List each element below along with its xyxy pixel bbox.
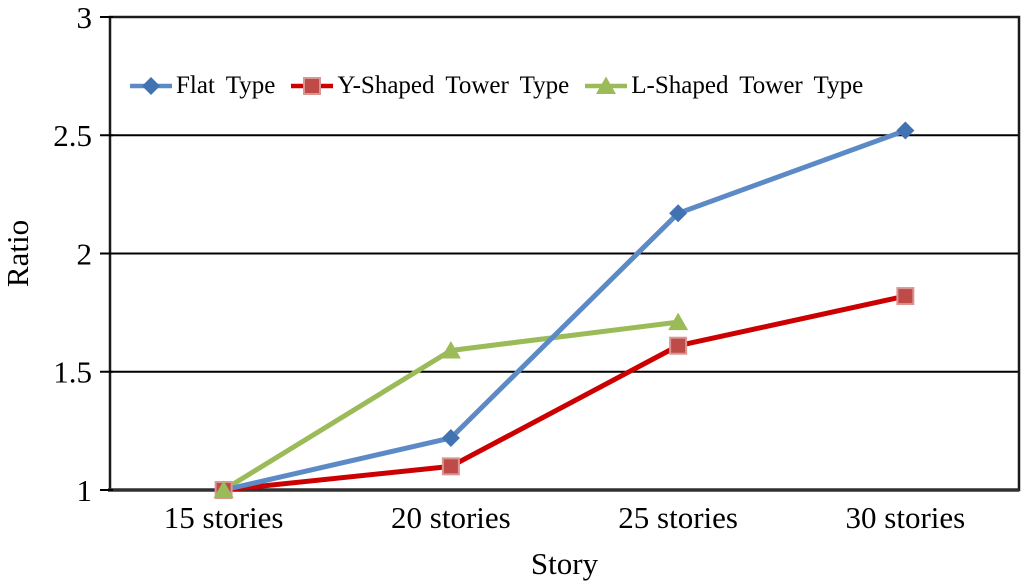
x-axis-title: Story: [531, 546, 599, 581]
chart-legend: Flat Type Y-Shaped Tower Type L-Shaped Tow…: [128, 72, 863, 100]
series-marker-triangle: [596, 76, 617, 94]
legend-item: Flat Type: [128, 72, 275, 100]
series-marker-triangle: [440, 340, 461, 359]
x-tick-label: 30 stories: [846, 500, 966, 535]
series-marker-diamond: [142, 77, 160, 95]
legend-marker-icon: [130, 77, 172, 95]
x-tick-label: 20 stories: [391, 500, 511, 535]
legend-marker-icon: [291, 77, 334, 95]
series-marker-diamond: [441, 428, 460, 447]
legend-label: L-Shaped Tower Type: [631, 72, 864, 99]
legend-label: Flat Type: [176, 72, 276, 99]
series-marker-square: [669, 336, 688, 355]
x-tick-label: 25 stories: [618, 500, 738, 535]
series-line: [221, 293, 908, 493]
series-marker-square: [303, 77, 322, 95]
series-marker-diamond: [896, 121, 915, 140]
y-tick-label: 1.5: [53, 355, 92, 390]
series-marker-triangle: [213, 480, 234, 498]
series-marker-diamond: [669, 204, 688, 223]
legend-marker-icon: [585, 76, 628, 94]
series-marker-square: [896, 287, 915, 306]
y-axis-title: Ratio: [0, 220, 35, 287]
legend-label: Y-Shaped Tower Type: [337, 72, 570, 99]
series-marker-square: [441, 457, 460, 476]
legend-item: L-Shaped Tower Type: [583, 72, 863, 100]
legend-item: Y-Shaped Tower Type: [289, 72, 569, 100]
y-tick-label: 3: [77, 0, 93, 35]
y-tick-label: 1: [77, 473, 93, 508]
y-tick-label: 2.5: [53, 118, 92, 153]
series-line: [221, 128, 908, 493]
x-tick-label: 15 stories: [164, 500, 284, 535]
series-marker-triangle: [668, 312, 689, 331]
y-tick-label: 2: [77, 236, 93, 271]
